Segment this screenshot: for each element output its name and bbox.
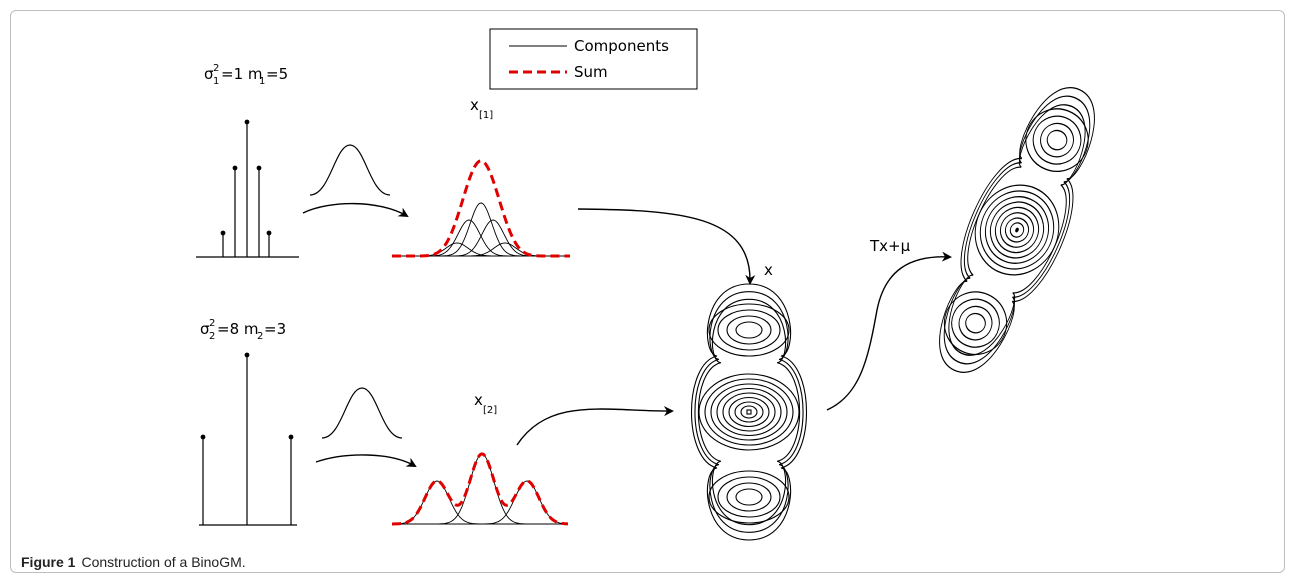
legend-sum: Sum — [574, 63, 608, 81]
top-gaussian-kernel — [309, 144, 391, 196]
contour-line — [717, 309, 781, 351]
contour-center — [746, 409, 752, 415]
contour-line — [728, 396, 770, 428]
transformed-center — [1015, 227, 1019, 233]
contour-line — [734, 401, 764, 423]
bottom-stem-plot — [199, 352, 297, 526]
contour-line — [735, 321, 763, 339]
contour-line — [716, 387, 782, 437]
bottom-mixture-to-contour-arrow — [516, 406, 674, 446]
contour-line — [698, 373, 800, 451]
contour-line — [710, 383, 788, 441]
top-component-curve — [392, 242, 570, 257]
contour-line — [994, 206, 1040, 254]
bottom-component-curve — [392, 480, 569, 525]
legend-components: Components — [574, 37, 669, 55]
contour-line — [943, 291, 1008, 356]
svg-text:σ: σ — [204, 65, 214, 83]
contour-outline — [691, 283, 807, 541]
svg-text:=8 m: =8 m — [217, 320, 259, 338]
contour-line — [989, 201, 1045, 259]
contour-line — [1046, 129, 1068, 151]
bottom-arrow-to-mixture — [315, 454, 417, 467]
svg-text:x: x — [474, 391, 483, 409]
x2-label: x [2] — [474, 391, 497, 416]
contour-line — [1004, 217, 1030, 243]
caption-text: Construction of a BinoGM. — [81, 554, 246, 570]
legend: Components Sum — [489, 28, 698, 90]
transform-arrow — [826, 251, 952, 411]
contour-line — [704, 378, 794, 446]
svg-text:2: 2 — [213, 63, 219, 74]
top-arrow-to-mixture — [302, 202, 409, 218]
bottom-gaussian-kernel — [321, 387, 403, 439]
bottom-mixture-plot — [391, 452, 569, 526]
svg-text:[2]: [2] — [483, 405, 497, 416]
contour-line — [1032, 115, 1082, 165]
figure-label: Figure 1 — [21, 554, 76, 570]
contour-line — [726, 482, 772, 512]
contour-outline — [943, 95, 1091, 365]
svg-text:=3: =3 — [264, 320, 286, 338]
contour-line — [1040, 122, 1074, 158]
top-component-curve — [392, 219, 570, 257]
contour-line — [999, 212, 1035, 248]
top-params-label: σ 2 1 =1 m 1 =5 — [204, 63, 288, 87]
bottom-params-label: σ 2 2 =8 m 2 =3 — [200, 318, 286, 342]
svg-text:2: 2 — [257, 331, 263, 342]
contour-line — [979, 190, 1055, 270]
top-mixture-to-contour-arrow — [577, 208, 756, 285]
top-stem-plot — [196, 119, 299, 258]
svg-text:1: 1 — [259, 76, 265, 87]
contour-line — [708, 303, 790, 357]
contour-line — [958, 305, 993, 341]
contour-line — [740, 405, 758, 419]
top-mixture-plot — [392, 159, 570, 258]
transform-label: Tx+μ — [869, 237, 911, 255]
top-component-curve — [392, 219, 570, 257]
svg-text:1: 1 — [213, 76, 219, 87]
figure-frame — [10, 10, 1285, 573]
contour-line — [717, 476, 781, 518]
bottom-sum-curve — [391, 452, 569, 526]
contour-outline — [939, 87, 1095, 373]
svg-text:σ: σ — [200, 320, 210, 338]
svg-text:[1]: [1] — [479, 110, 493, 121]
contour-plot — [691, 283, 807, 541]
svg-text:=5: =5 — [266, 65, 288, 83]
contour-line — [726, 315, 772, 345]
contour-line — [1025, 108, 1089, 172]
contour-line — [974, 184, 1060, 276]
x-label: x — [764, 261, 773, 279]
contour-line — [984, 196, 1050, 264]
transformed-contour-plot — [939, 87, 1095, 373]
contour-outline — [948, 104, 1086, 356]
contour-outline — [694, 291, 804, 533]
x1-label: x [1] — [470, 96, 493, 121]
contour-line — [735, 488, 763, 506]
contour-outline — [697, 298, 801, 526]
contour-line — [1009, 222, 1025, 238]
svg-text:2: 2 — [209, 318, 215, 329]
contour-line — [708, 470, 790, 524]
figure-caption: Figure 1 Construction of a BinoGM. — [21, 554, 246, 570]
svg-text:2: 2 — [209, 331, 215, 342]
contour-line — [951, 298, 1000, 348]
svg-text:x: x — [470, 96, 479, 114]
top-sum-curve — [392, 159, 570, 258]
contour-line — [965, 312, 986, 334]
top-component-curve — [392, 202, 570, 257]
contour-line — [722, 392, 776, 432]
svg-text:=1 m: =1 m — [221, 65, 263, 83]
top-component-curve — [392, 242, 570, 257]
